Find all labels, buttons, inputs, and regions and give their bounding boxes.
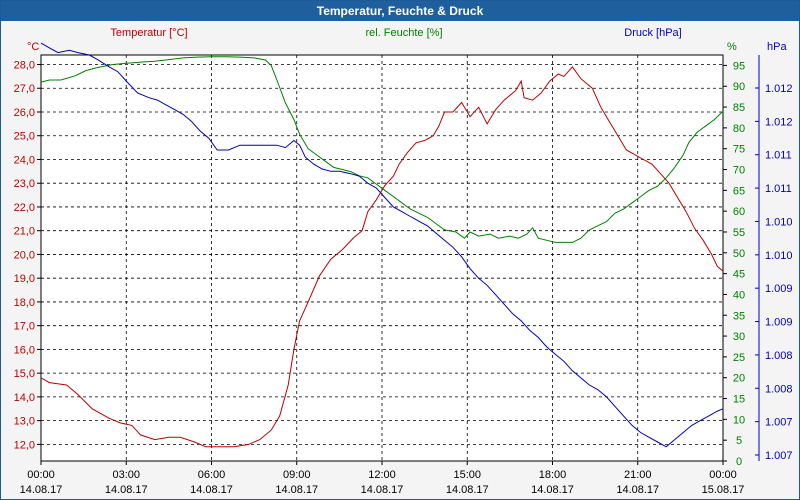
temperature-tick-label: 28,0 [14, 59, 35, 71]
x-tick-time: 06:00 [198, 469, 226, 481]
temperature-tick-label: 13,0 [14, 416, 35, 428]
chart-svg: 00:00 14.08.17 03:00 14.08.17 06:00 14.08.17 0… [14, 27, 793, 496]
humidity-tick-label: 40 [733, 289, 745, 301]
pressure-tick-label: 1.011 [765, 150, 792, 162]
pressure-tick-label: 1.010 [765, 216, 793, 228]
humidity-tick-label: 70 [733, 165, 745, 177]
temperature-tick-label: 18,0 [14, 297, 35, 309]
humidity-tick-label: 55 [733, 227, 745, 239]
chart-title: Temperatur, Feuchte & Druck [1, 1, 799, 21]
humidity-tick-label: 50 [733, 248, 745, 260]
pressure-tick-label: 1.010 [765, 250, 793, 262]
temperature-tick-label: 25,0 [14, 131, 35, 143]
humidity-tick-label: 35 [733, 310, 745, 322]
temperature-tick-label: 27,0 [14, 83, 35, 95]
x-tick-date: 14.08.17 [361, 484, 404, 496]
temperature-tick-label: 14,0 [14, 392, 35, 404]
pressure-tick-label: 1.012 [765, 116, 793, 128]
humidity-unit-label: % [727, 41, 737, 53]
temperature-tick-label: 24,0 [14, 154, 35, 166]
pressure-tick-label: 1.009 [765, 317, 793, 329]
humidity-series-line [40, 56, 724, 243]
x-tick-time: 15:00 [453, 469, 481, 481]
temperature-tick-label: 22,0 [14, 202, 35, 214]
x-tick-date: 14.08.17 [20, 484, 63, 496]
x-tick-time: 12:00 [368, 469, 396, 481]
pressure-axis-label: Druck [hPa] [624, 27, 681, 39]
humidity-tick-label: 65 [733, 185, 745, 197]
pressure-series-line [40, 42, 724, 448]
humidity-tick-label: 0 [736, 456, 742, 468]
x-tick-date: 14.08.17 [446, 484, 489, 496]
humidity-tick-label: 45 [733, 269, 745, 281]
temperature-axis-label: Temperatur [°C] [110, 27, 187, 39]
x-tick-time: 21:00 [624, 469, 652, 481]
humidity-tick-label: 30 [733, 331, 745, 343]
pressure-tick-label: 1.007 [765, 417, 793, 429]
x-tick-time: 18:00 [539, 469, 567, 481]
temperature-series-line [40, 66, 724, 448]
humidity-tick-label: 10 [733, 414, 745, 426]
x-tick-time: 09:00 [283, 469, 311, 481]
temperature-tick-label: 23,0 [14, 178, 35, 190]
humidity-tick-label: 25 [733, 352, 745, 364]
pressure-tick-label: 1.008 [765, 350, 793, 362]
pressure-unit-label: hPa [767, 41, 787, 53]
x-tick-date: 15.08.17 [702, 484, 745, 496]
humidity-tick-label: 20 [733, 373, 745, 385]
pressure-tick-label: 1.008 [765, 383, 793, 395]
temperature-tick-label: 12,0 [14, 439, 35, 451]
humidity-axis-label: rel. Feuchte [%] [365, 27, 442, 39]
humidity-tick-label: 85 [733, 102, 745, 114]
humidity-tick-label: 60 [733, 206, 745, 218]
temperature-tick-label: 20,0 [14, 249, 35, 261]
axis-labels: Temperatur [°C] rel. Feuchte [%] Druck [… [27, 27, 787, 53]
axes-group: 00:00 14.08.17 03:00 14.08.17 06:00 14.08.17 0… [14, 55, 793, 496]
grid-lines [41, 55, 723, 461]
temperature-unit-label: °C [27, 41, 39, 53]
x-tick-time: 03:00 [112, 469, 140, 481]
pressure-tick-label: 1.011 [765, 183, 792, 195]
humidity-tick-label: 80 [733, 123, 745, 135]
x-tick-time: 00:00 [27, 469, 55, 481]
humidity-tick-label: 90 [733, 81, 745, 93]
pressure-tick-label: 1.009 [765, 283, 793, 295]
temperature-tick-label: 17,0 [14, 321, 35, 333]
temperature-tick-label: 26,0 [14, 107, 35, 119]
x-tick-time: 00:00 [709, 469, 737, 481]
pressure-tick-label: 1.012 [765, 83, 793, 95]
humidity-tick-label: 15 [733, 394, 745, 406]
pressure-tick-label: 1.007 [765, 450, 793, 462]
x-tick-date: 14.08.17 [616, 484, 659, 496]
x-tick-date: 14.08.17 [190, 484, 233, 496]
humidity-tick-label: 95 [733, 60, 745, 72]
temperature-tick-label: 16,0 [14, 344, 35, 356]
humidity-tick-label: 75 [733, 144, 745, 156]
x-tick-date: 14.08.17 [275, 484, 318, 496]
x-tick-date: 14.08.17 [531, 484, 574, 496]
temperature-tick-label: 21,0 [14, 226, 35, 238]
temperature-tick-label: 19,0 [14, 273, 35, 285]
temperature-tick-label: 15,0 [14, 368, 35, 380]
x-tick-date: 14.08.17 [105, 484, 148, 496]
humidity-tick-label: 5 [736, 435, 742, 447]
series-group [40, 42, 724, 448]
